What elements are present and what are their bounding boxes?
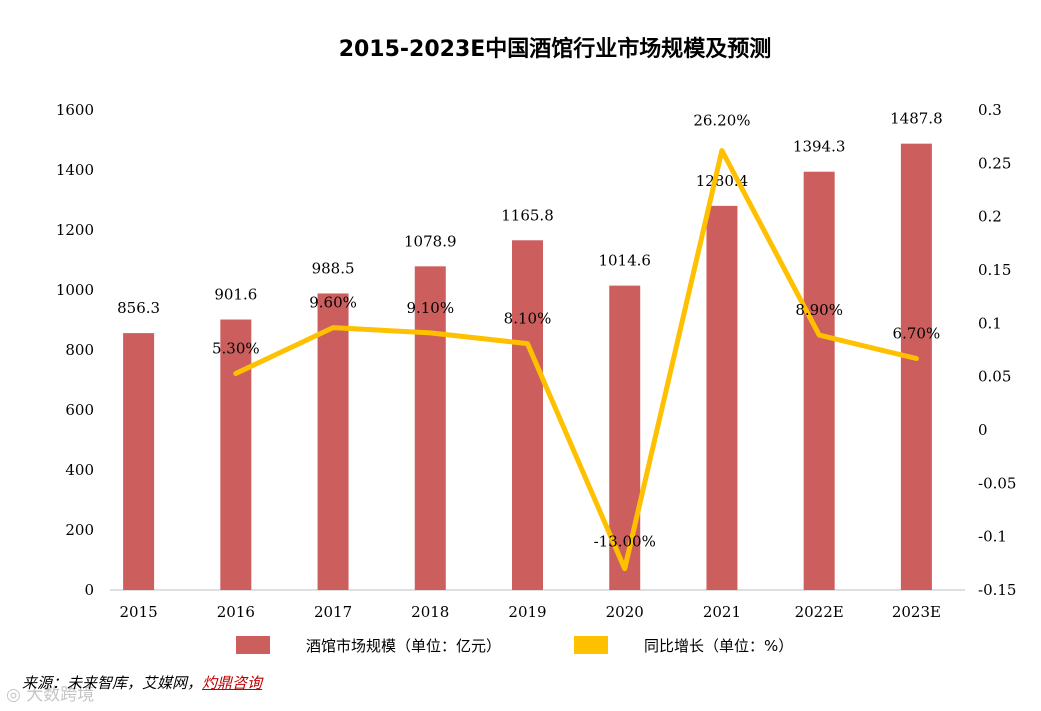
x-tick-label: 2015 [120, 603, 158, 621]
bar [414, 266, 446, 590]
right-tick-label: 0 [978, 421, 988, 439]
bar-value-label: 1078.9 [404, 232, 457, 250]
legend-label-line: 同比增长（单位：%） [644, 637, 793, 655]
right-axis: -0.15 -0.1 -0.05 0 0.05 0.1 0.15 0.2 0.25 0.3 [978, 101, 1016, 599]
legend: 酒馆市场规模（单位：亿元） 同比增长（单位：%） [236, 636, 793, 655]
bar-value-label: 1014.6 [598, 252, 651, 270]
bar [900, 143, 932, 590]
growth-value-label: 8.90% [795, 301, 843, 319]
x-tick-label: 2022E [795, 603, 844, 621]
x-tick-label: 2023E [892, 603, 941, 621]
growth-value-label: 26.20% [693, 112, 750, 130]
bar-series [123, 143, 932, 590]
bar-value-label: 901.6 [214, 286, 257, 304]
right-tick-label: 0.3 [978, 101, 1002, 119]
bar-value-label: 1165.8 [501, 206, 554, 224]
bar [123, 333, 155, 590]
growth-value-label: -13.00% [594, 533, 656, 551]
x-tick-label: 2019 [508, 603, 546, 621]
left-tick-label: 1600 [56, 101, 94, 119]
right-tick-label: 0.15 [978, 261, 1011, 279]
bar-value-label: 1487.8 [890, 110, 943, 128]
source-text: 未来智库，艾媒网， [67, 674, 203, 692]
bar [317, 293, 349, 590]
growth-value-label: 5.30% [212, 339, 260, 357]
bar [512, 240, 543, 590]
growth-value-label: 8.10% [504, 310, 552, 328]
x-tick-label: 2018 [411, 603, 449, 621]
right-tick-label: -0.05 [978, 474, 1016, 492]
x-tick-label: 2021 [703, 603, 741, 621]
right-tick-label: 0.05 [978, 368, 1011, 386]
bar-value-label: 1394.3 [793, 138, 846, 156]
source-note: 来源：未来智库，艾媒网，灼鼎咨询 [22, 672, 262, 693]
right-tick-label: -0.15 [978, 581, 1016, 599]
left-tick-label: 800 [65, 341, 94, 359]
left-tick-label: 0 [84, 581, 94, 599]
bar-value-label: 856.3 [117, 299, 160, 317]
chart-title: 2015-2023E中国酒馆行业市场规模及预测 [339, 36, 772, 62]
watermark: ◎ 大数跨境 [6, 685, 95, 705]
legend-label-bar: 酒馆市场规模（单位：亿元） [306, 637, 501, 655]
left-tick-label: 1000 [56, 281, 94, 299]
growth-value-label: 6.70% [893, 325, 941, 343]
left-tick-label: 400 [65, 461, 94, 479]
x-tick-label: 2016 [217, 603, 255, 621]
right-tick-label: -0.1 [978, 528, 1007, 546]
growth-value-label: 9.10% [406, 299, 454, 317]
legend-swatch-line [574, 636, 608, 654]
right-tick-label: 0.25 [978, 154, 1011, 172]
bar [220, 319, 252, 590]
left-tick-label: 1400 [56, 161, 94, 179]
x-tick-label: 2020 [606, 603, 644, 621]
bar [803, 171, 835, 590]
legend-swatch-bar [236, 636, 270, 654]
left-tick-label: 1200 [56, 221, 94, 239]
growth-value-label: 9.60% [309, 294, 357, 312]
left-axis: 0 200 400 600 800 1000 1200 1400 1600 [56, 101, 94, 599]
right-tick-label: 0.2 [978, 208, 1002, 226]
x-tick-label: 2017 [314, 603, 352, 621]
growth-line [233, 148, 919, 572]
bar [706, 205, 738, 590]
bar-value-label: 988.5 [312, 259, 355, 277]
left-tick-label: 600 [65, 401, 94, 419]
source-link[interactable]: 灼鼎咨询 [202, 674, 263, 692]
line-data-labels: 5.30% 9.60% 9.10% 8.10% -13.00% 26.20% 8.90% 6.… [212, 112, 940, 551]
right-tick-label: 0.1 [978, 314, 1002, 332]
source-prefix: 来源： [22, 674, 68, 692]
left-tick-label: 200 [65, 521, 94, 539]
x-axis-ticks: 2015 2016 2017 2018 2019 2020 2021 2022E 2023E [120, 603, 941, 621]
